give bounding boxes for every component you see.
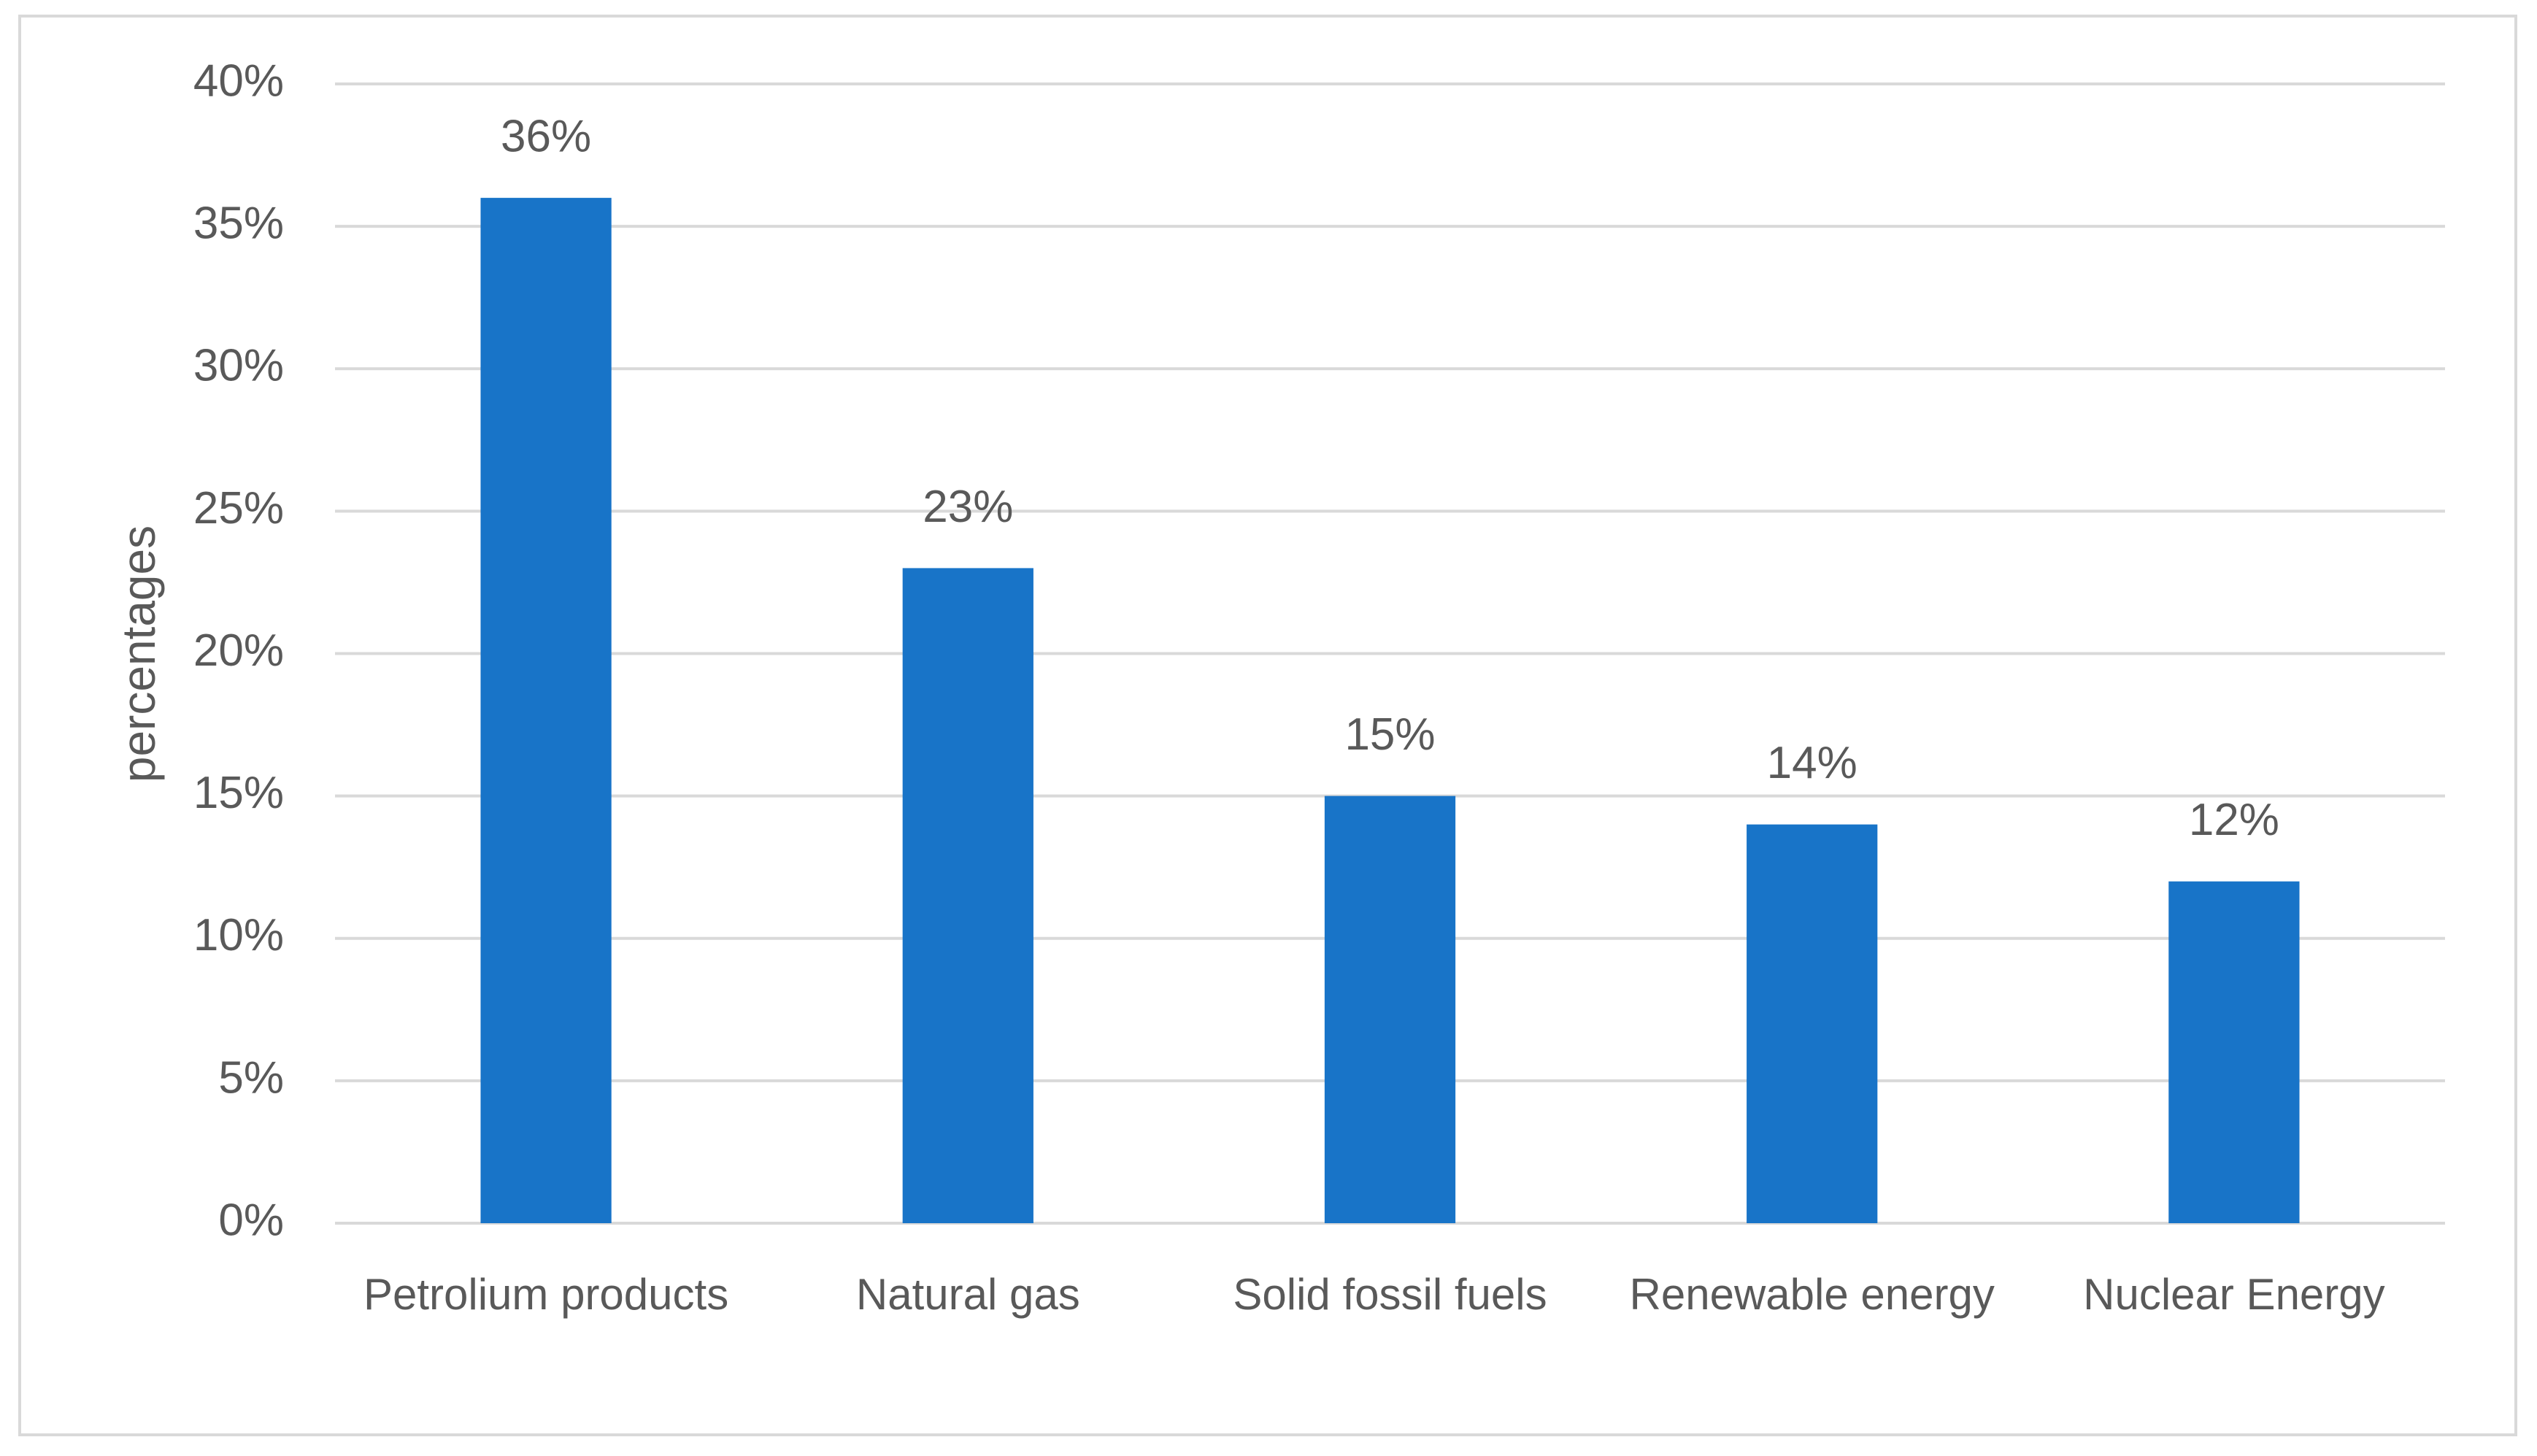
bar	[2168, 881, 2300, 1223]
y-tick-label: 5%	[218, 1052, 284, 1103]
x-tick-label: Natural gas	[855, 1270, 1080, 1319]
x-tick-label: Nuclear Energy	[2083, 1270, 2385, 1319]
bar	[1324, 796, 1456, 1223]
x-tick-label: Renewable energy	[1629, 1270, 1995, 1319]
y-tick-label: 30%	[193, 341, 284, 391]
y-axis-title: percentages	[112, 525, 165, 782]
data-label: 23%	[923, 482, 1013, 532]
chart-border	[18, 15, 2517, 1436]
data-label: 14%	[1767, 738, 1857, 788]
bar	[902, 568, 1033, 1223]
y-tick-label: 20%	[193, 625, 284, 676]
y-tick-label: 0%	[218, 1195, 284, 1245]
x-tick-label: Solid fossil fuels	[1233, 1270, 1547, 1319]
y-tick-label: 10%	[193, 910, 284, 960]
y-tick-label: 15%	[193, 768, 284, 818]
y-tick-label: 35%	[193, 199, 284, 249]
y-tick-label: 40%	[193, 55, 284, 106]
bar	[1747, 824, 1878, 1223]
y-tick-label: 25%	[193, 483, 284, 534]
data-label: 36%	[501, 111, 591, 161]
data-label: 15%	[1344, 709, 1435, 760]
data-label: 12%	[2189, 795, 2279, 845]
x-tick-label: Petrolium products	[363, 1270, 729, 1319]
bar	[480, 198, 612, 1224]
